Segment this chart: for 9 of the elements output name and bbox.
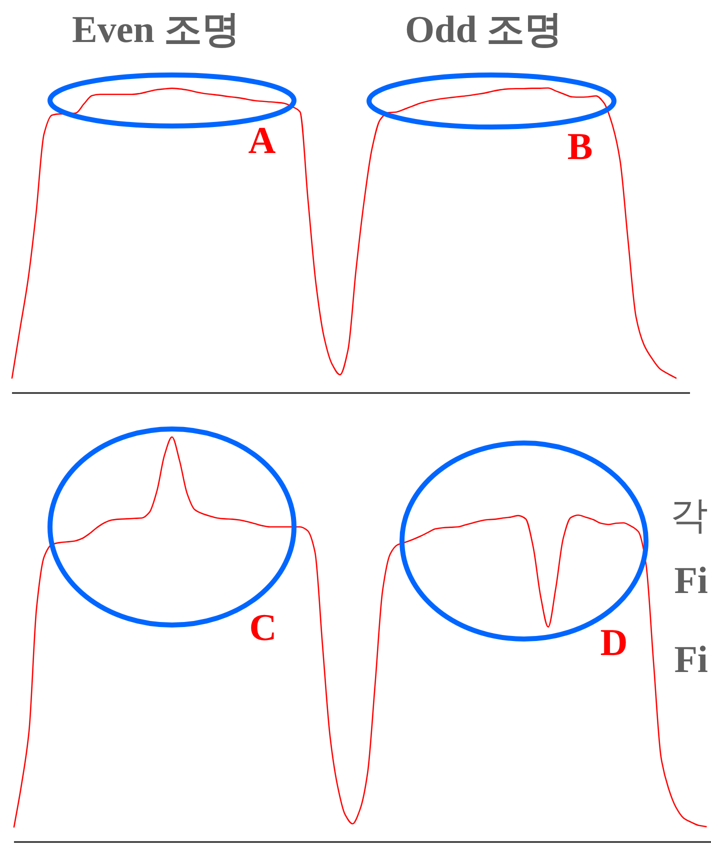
annotation: Fi [674,639,708,681]
annotation: D [600,622,628,664]
annotation: 각 [670,495,708,537]
text: Odd 조명 [405,9,562,51]
annotation: A [248,120,276,162]
text: Even 조명 [72,9,240,51]
annotation: C [249,607,277,649]
annotation: Fi [674,560,708,602]
annotation: B [567,126,593,168]
